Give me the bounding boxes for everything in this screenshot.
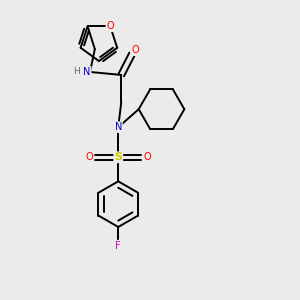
- Text: O: O: [106, 21, 114, 31]
- Text: N: N: [83, 67, 91, 77]
- Text: S: S: [114, 152, 122, 162]
- Text: N: N: [115, 122, 122, 132]
- Text: O: O: [131, 45, 139, 55]
- Text: O: O: [143, 152, 151, 162]
- Text: H: H: [74, 68, 80, 76]
- Text: F: F: [116, 241, 121, 250]
- Text: O: O: [85, 152, 93, 162]
